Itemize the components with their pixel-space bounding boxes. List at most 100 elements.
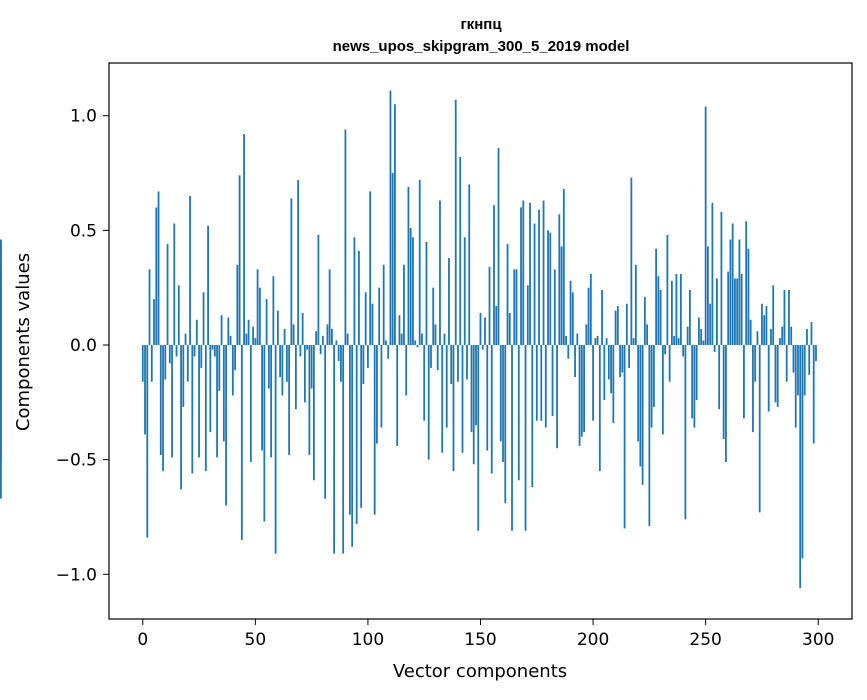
bar-51 bbox=[256, 269, 259, 346]
bar-225 bbox=[648, 345, 651, 527]
bar-72 bbox=[303, 345, 306, 403]
y-tick-label: 0.0 bbox=[70, 336, 97, 356]
bar-97 bbox=[360, 345, 363, 508]
bar-39 bbox=[229, 335, 232, 346]
bar-105 bbox=[378, 287, 381, 346]
bar-80 bbox=[321, 335, 324, 346]
bar-118 bbox=[407, 186, 410, 346]
bar-145 bbox=[468, 184, 471, 346]
bar-164 bbox=[511, 345, 513, 531]
bar-28 bbox=[204, 345, 207, 472]
bar-53 bbox=[261, 345, 263, 451]
bar-209 bbox=[612, 345, 615, 423]
bar-199 bbox=[589, 273, 592, 346]
bar-85 bbox=[333, 345, 336, 554]
bar-43 bbox=[238, 175, 241, 346]
bar-180 bbox=[547, 230, 549, 346]
bar-190 bbox=[569, 280, 572, 346]
bar-17 bbox=[180, 345, 182, 490]
bar-219 bbox=[634, 264, 637, 346]
bar-37 bbox=[225, 345, 227, 506]
bar-137 bbox=[450, 345, 453, 384]
bar-undefined bbox=[0, 345, 2, 460]
bar-186 bbox=[560, 246, 563, 346]
bar-206 bbox=[605, 338, 608, 346]
bar-207 bbox=[607, 345, 610, 380]
bar-21 bbox=[189, 195, 191, 346]
bar-11 bbox=[166, 244, 169, 346]
bar-167 bbox=[517, 345, 520, 481]
bar-156 bbox=[493, 205, 495, 346]
bar-58 bbox=[272, 276, 275, 346]
bar-23 bbox=[193, 345, 196, 357]
bar-14 bbox=[173, 223, 176, 346]
bar-273 bbox=[756, 331, 759, 346]
bar-288 bbox=[790, 326, 793, 346]
bar-174 bbox=[533, 223, 536, 346]
bar-193 bbox=[576, 333, 579, 346]
bar-183 bbox=[553, 269, 556, 346]
bar-63 bbox=[283, 328, 286, 346]
bar-57 bbox=[270, 345, 273, 458]
bar-245 bbox=[693, 345, 696, 428]
bar-210 bbox=[614, 310, 617, 346]
bar-202 bbox=[596, 335, 599, 346]
bar-76 bbox=[312, 345, 315, 481]
bar-280 bbox=[772, 285, 775, 346]
bar-77 bbox=[315, 331, 318, 346]
bar-184 bbox=[556, 345, 558, 449]
bar-278 bbox=[767, 345, 770, 412]
bar-123 bbox=[418, 179, 421, 346]
bar-73 bbox=[306, 345, 309, 350]
bar-285 bbox=[783, 289, 786, 346]
chart-subtitle: news_upos_skipgram_300_5_2019 model bbox=[333, 38, 630, 55]
bar-292 bbox=[799, 345, 802, 589]
bar-115 bbox=[400, 333, 403, 346]
bar-143 bbox=[463, 237, 466, 346]
bar-1 bbox=[144, 345, 146, 435]
bar-188 bbox=[565, 335, 567, 346]
bar-268 bbox=[745, 221, 748, 346]
bar-215 bbox=[625, 303, 628, 346]
bar-266 bbox=[740, 273, 743, 346]
bar-230 bbox=[659, 289, 662, 346]
bar-255 bbox=[716, 278, 718, 346]
bar-122 bbox=[416, 345, 419, 348]
bar-29 bbox=[207, 225, 209, 346]
bar-272 bbox=[754, 345, 757, 382]
bar-41 bbox=[234, 345, 236, 371]
bar-250 bbox=[704, 106, 707, 346]
x-tick-label: 0 bbox=[137, 630, 148, 650]
bar-246 bbox=[695, 345, 698, 401]
bar-259 bbox=[725, 345, 727, 462]
bar-284 bbox=[781, 326, 784, 346]
bar-67 bbox=[292, 324, 295, 346]
bar-125 bbox=[423, 345, 426, 421]
bar-195 bbox=[580, 345, 583, 437]
bar-233 bbox=[666, 234, 669, 346]
bar-263 bbox=[734, 278, 736, 346]
bar-48 bbox=[249, 345, 252, 462]
bar-216 bbox=[628, 345, 630, 368]
bar-155 bbox=[490, 345, 493, 474]
bar-217 bbox=[630, 177, 633, 346]
bar-120 bbox=[412, 237, 414, 346]
bar-24 bbox=[195, 319, 198, 346]
y-axis-label: Components values bbox=[13, 253, 34, 431]
bar-229 bbox=[657, 276, 660, 346]
bar-159 bbox=[499, 345, 502, 442]
bar-295 bbox=[806, 328, 808, 346]
bar-177 bbox=[540, 345, 543, 421]
bar-33 bbox=[216, 345, 218, 458]
bar-198 bbox=[587, 287, 590, 346]
bar-275 bbox=[761, 303, 763, 346]
bar-179 bbox=[544, 345, 547, 428]
bar-4 bbox=[150, 345, 153, 382]
bar-238 bbox=[677, 338, 680, 346]
bar-142 bbox=[461, 345, 464, 453]
bar-56 bbox=[267, 345, 270, 389]
bar-175 bbox=[535, 345, 538, 421]
bar-132 bbox=[439, 200, 441, 346]
bar-13 bbox=[171, 345, 173, 458]
bar-291 bbox=[797, 345, 799, 396]
